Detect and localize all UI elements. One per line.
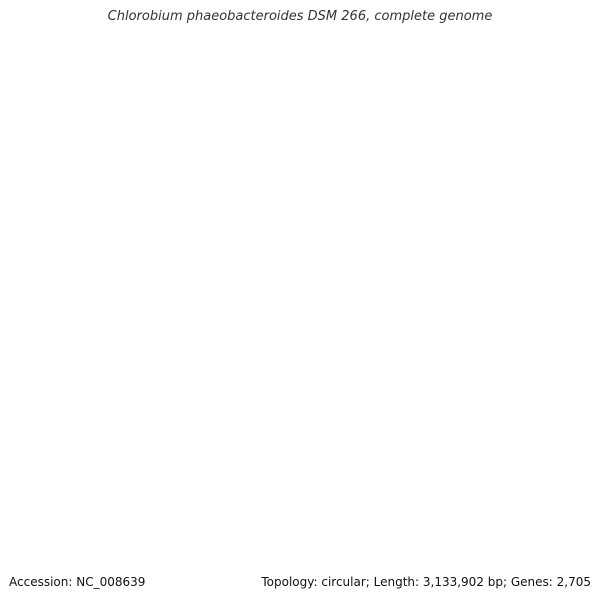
accession-text: Accession: NC_008639 xyxy=(9,575,146,589)
genome-summary-text: Topology: circular; Length: 3,133,902 bp… xyxy=(261,575,591,589)
map-title: Chlorobium phaeobacteroides DSM 266, com… xyxy=(107,9,493,24)
